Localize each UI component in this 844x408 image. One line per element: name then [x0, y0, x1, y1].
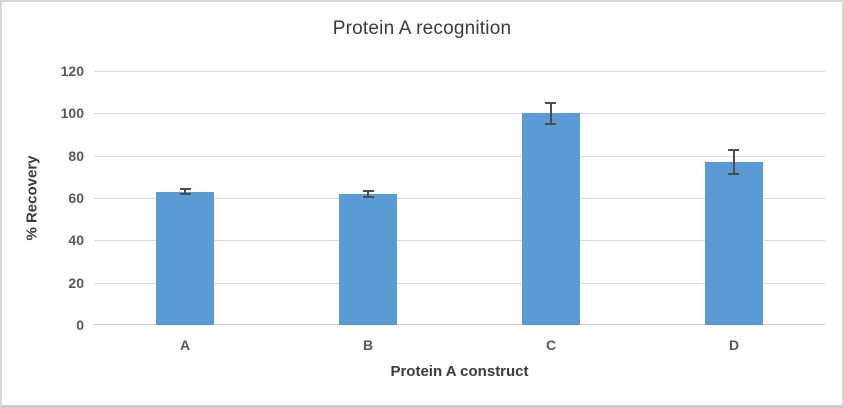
gridline-y-120: [94, 71, 825, 72]
y-tick-label-20: 20: [68, 275, 84, 291]
x-category-label-D: D: [728, 337, 740, 353]
plot-area: [94, 71, 825, 325]
y-tick-label-120: 120: [60, 63, 84, 79]
bar-B: [339, 194, 397, 325]
x-category-label-C: C: [545, 337, 557, 353]
gridline-y-40: [94, 240, 825, 241]
gridline-y-60: [94, 198, 825, 199]
bar-A: [156, 192, 214, 325]
x-category-label-A: A: [179, 337, 191, 353]
error-bar-cap-bottom-B: [363, 196, 374, 198]
error-bar-line-B: [367, 190, 369, 198]
gridline-y-80: [94, 156, 825, 157]
error-bar-line-D: [733, 149, 735, 174]
error-bar-cap-top-B: [363, 190, 374, 192]
error-bar-cap-top-D: [728, 149, 739, 151]
y-tick-label-0: 0: [76, 317, 84, 333]
bar-C: [522, 113, 580, 325]
error-bar-cap-bottom-D: [728, 173, 739, 175]
gridline-y-20: [94, 283, 825, 284]
x-category-label-B: B: [362, 337, 374, 353]
chart-title: Protein A recognition: [332, 18, 512, 39]
error-bar-line-A: [184, 188, 186, 194]
error-bar-cap-bottom-A: [180, 193, 191, 195]
y-tick-label-40: 40: [68, 232, 84, 248]
error-bar-cap-top-C: [545, 102, 556, 104]
y-tick-label-100: 100: [60, 105, 84, 121]
error-bar-cap-top-A: [180, 188, 191, 190]
bar-D: [705, 162, 763, 325]
gridline-y-100: [94, 113, 825, 114]
x-axis-title: Protein A construct: [390, 363, 529, 380]
error-bar-cap-bottom-C: [545, 123, 556, 125]
error-bar-line-C: [550, 102, 552, 125]
x-axis-line: [94, 324, 825, 325]
y-tick-label-80: 80: [68, 148, 84, 164]
y-tick-label-60: 60: [68, 190, 84, 206]
